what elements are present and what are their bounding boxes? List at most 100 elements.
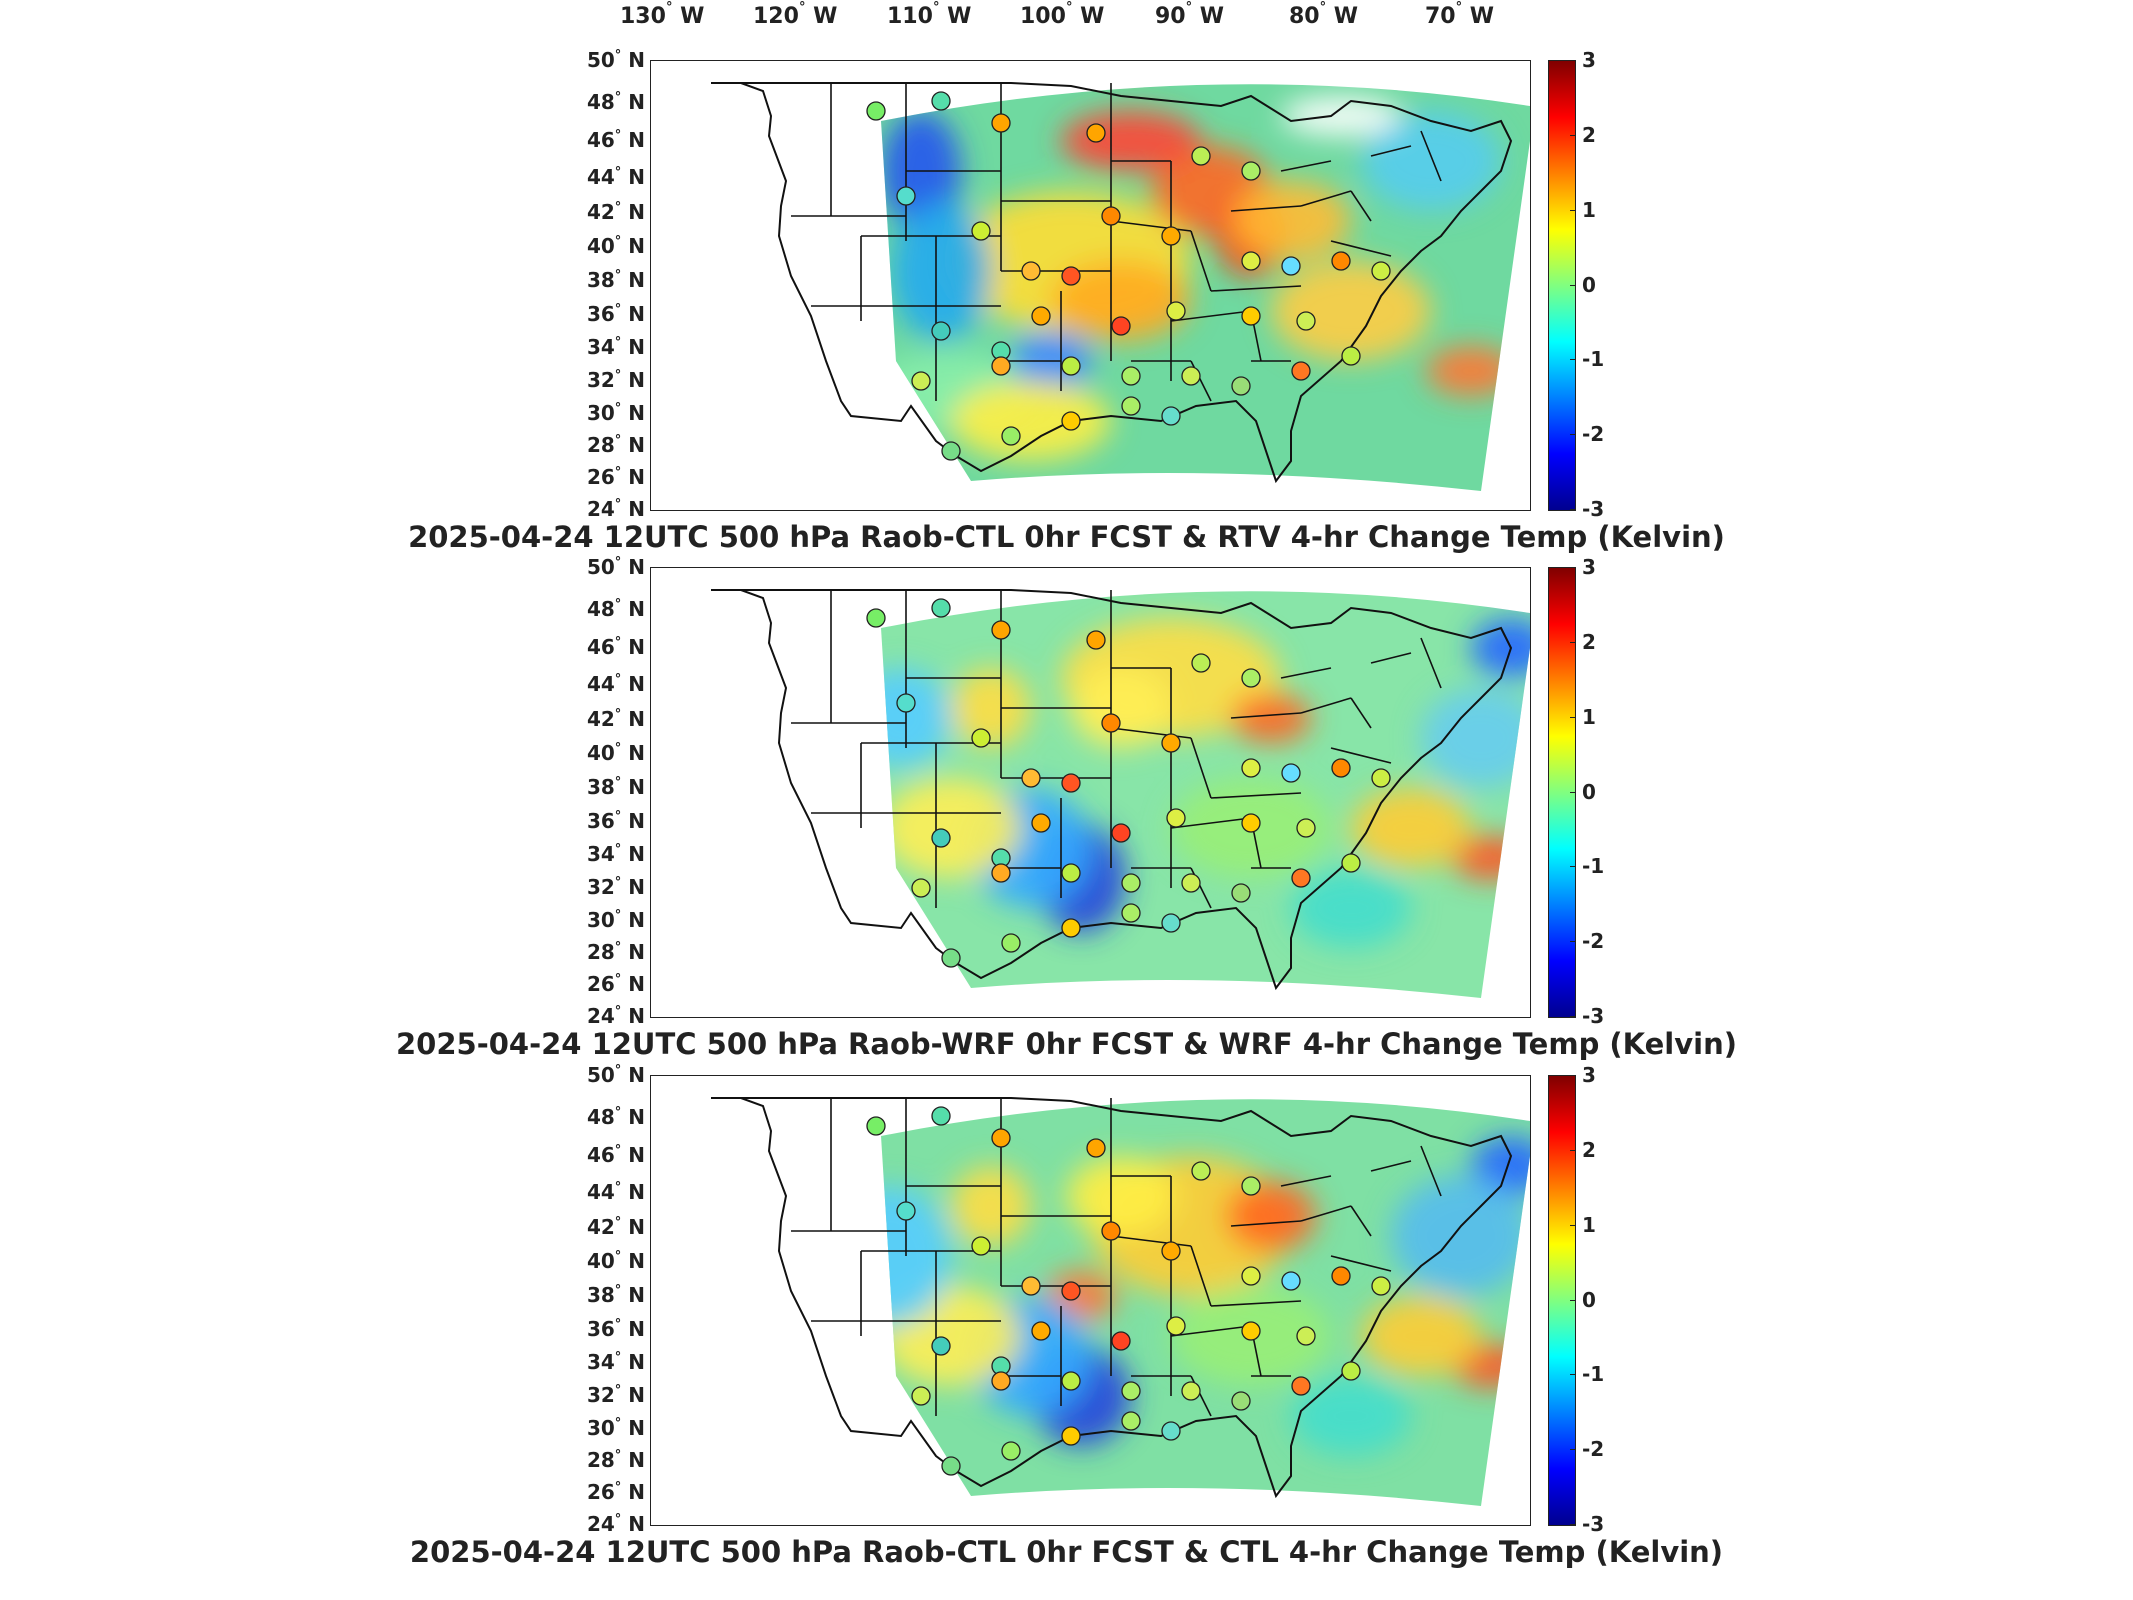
state-border (1230, 712, 1302, 719)
station-marker (1121, 903, 1141, 923)
state-border (1210, 792, 1302, 799)
station-marker (1241, 306, 1261, 326)
lat-tick-label: 36° N (586, 302, 645, 327)
station-marker (1061, 863, 1081, 883)
colorbar (1548, 1075, 1576, 1526)
field-blob (951, 668, 1031, 748)
temperature-field (881, 1099, 1530, 1507)
state-border (1210, 1300, 1302, 1307)
field-blob (881, 1186, 951, 1326)
lat-tick-label: 34° N (586, 1350, 645, 1375)
field-blob (1426, 346, 1516, 396)
lat-tick-label: 44° N (586, 671, 645, 696)
colorbar-tick-label: 0 (1582, 1287, 1596, 1312)
station-marker (1291, 361, 1311, 381)
station-marker (1371, 1276, 1391, 1296)
field-blob (1421, 688, 1530, 788)
state-border (1170, 310, 1252, 322)
station-marker (866, 101, 886, 121)
map-svg (711, 82, 1530, 492)
station-marker (931, 1336, 951, 1356)
lat-tick-label: 44° N (586, 164, 645, 189)
lat-tick-label: 28° N (586, 1448, 645, 1473)
colorbar-tick-mark (1570, 1524, 1575, 1525)
lat-tick-label: 32° N (586, 875, 645, 900)
state-border (1420, 130, 1442, 182)
state-border (1230, 205, 1302, 212)
state-border (1350, 1205, 1372, 1237)
lat-tick-label: 50° N (586, 1063, 645, 1087)
station-marker (1241, 1266, 1261, 1286)
colorbar-tick-label: 1 (1582, 197, 1596, 222)
station-marker (991, 863, 1011, 883)
station-marker (1021, 768, 1041, 788)
colorbar-tick-mark (1570, 60, 1575, 61)
state-border (1280, 667, 1332, 679)
station-marker (1241, 1176, 1261, 1196)
lat-tick-label: 24° N (586, 497, 645, 521)
lat-tick-label: 26° N (586, 972, 645, 997)
country-outline (711, 1097, 1513, 1499)
state-border (1300, 697, 1352, 714)
lat-tick-label: 38° N (586, 1283, 645, 1308)
station-marker (1121, 396, 1141, 416)
colorbar-tick-mark (1570, 509, 1575, 510)
station-marker (1331, 758, 1351, 778)
station-marker (1166, 808, 1186, 828)
state-border (1330, 747, 1392, 764)
station-marker (1021, 1276, 1041, 1296)
state-border (1230, 1220, 1302, 1227)
colorbar-tick-mark (1570, 791, 1575, 793)
station-marker (1031, 813, 1051, 833)
field-blob (1391, 1176, 1530, 1296)
field-blob (1351, 788, 1471, 868)
station-marker (1296, 818, 1316, 838)
station-marker (991, 1128, 1011, 1148)
state-border (1190, 1245, 1212, 1307)
station-marker (1331, 1266, 1351, 1286)
colorbar-tick-mark (1570, 866, 1575, 868)
field-blob (1231, 181, 1351, 261)
station-marker (1166, 1316, 1186, 1336)
lat-tick-label: 46° N (586, 128, 645, 153)
colorbar-tick-label: -2 (1582, 929, 1605, 954)
temperature-map (650, 567, 1531, 1018)
station-marker (866, 1116, 886, 1136)
lat-tick-label: 46° N (586, 1143, 645, 1168)
lon-tick-label: 90° W (1155, 0, 1225, 29)
field-blob (1471, 1136, 1530, 1196)
lat-tick-label: 32° N (586, 368, 645, 393)
state-border (1190, 230, 1212, 292)
field-blob (951, 1166, 1031, 1246)
lat-tick-label: 30° N (586, 400, 645, 425)
station-marker (1161, 1421, 1181, 1441)
colorbar-tick-mark (1570, 284, 1575, 286)
station-marker (1341, 853, 1361, 873)
colorbar-tick-mark (1570, 641, 1575, 643)
station-marker (1031, 306, 1051, 326)
state-border (1370, 1160, 1412, 1172)
field-blob (881, 778, 1021, 878)
station-marker (1161, 406, 1181, 426)
station-marker (911, 878, 931, 898)
lat-tick-label: 38° N (586, 775, 645, 800)
lat-tick-label: 30° N (586, 1415, 645, 1440)
station-marker (1241, 813, 1261, 833)
station-marker (1121, 1381, 1141, 1401)
station-marker (1281, 256, 1301, 276)
station-marker (1296, 311, 1316, 331)
lat-tick-label: 26° N (586, 1480, 645, 1505)
colorbar-tick-label: 1 (1582, 1212, 1596, 1237)
station-marker (1001, 933, 1021, 953)
colorbar-tick-label: 3 (1582, 1063, 1596, 1087)
country-outline (711, 82, 1513, 484)
lat-tick-label: 48° N (586, 597, 645, 622)
field-blob (1071, 668, 1171, 748)
colorbar-tick-label: -1 (1582, 854, 1605, 879)
colorbar-tick-label: 3 (1582, 555, 1596, 579)
station-marker (1191, 146, 1211, 166)
lat-tick-label: 42° N (586, 1214, 645, 1239)
station-marker (991, 113, 1011, 133)
station-marker (1031, 1321, 1051, 1341)
colorbar (1548, 60, 1576, 511)
